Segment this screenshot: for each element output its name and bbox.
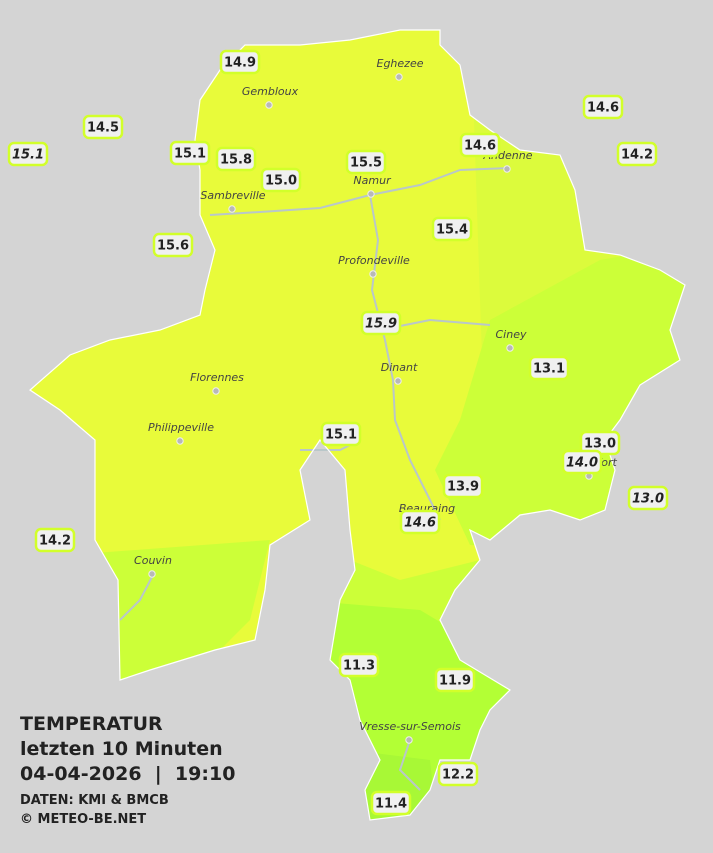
datetime: 04-04-2026 | 19:10	[20, 763, 235, 785]
station-value: 15.5	[350, 156, 382, 171]
station-box	[434, 667, 476, 693]
city-dot	[228, 205, 236, 213]
city-dot	[405, 736, 413, 744]
city-label: Vresse-sur-Semois	[359, 720, 461, 733]
city-dot	[367, 190, 375, 198]
station-value: 15.1	[12, 148, 44, 163]
station-value: 14.9	[224, 56, 256, 71]
station-box	[320, 421, 362, 447]
city-label: Gembloux	[242, 85, 299, 98]
station-box	[7, 141, 49, 167]
station-box	[442, 473, 484, 499]
station-box	[152, 232, 194, 258]
city-label: Eghezee	[377, 57, 424, 70]
station-box	[627, 485, 669, 511]
station-box	[616, 141, 658, 167]
station-box	[528, 355, 570, 381]
station-value: 11.4	[375, 797, 407, 812]
station-value: 15.0	[265, 174, 297, 189]
subtitle: letzten 10 Minuten	[20, 738, 223, 760]
legend: TEMPERATUR letzten 10 Minuten 04-04-2026…	[20, 713, 235, 827]
station-box	[34, 527, 76, 553]
source: DATEN: KMI & BMCB	[20, 793, 169, 808]
station-value: 14.0	[566, 456, 598, 471]
station-value: 14.6	[587, 101, 619, 116]
station-value: 15.9	[365, 317, 397, 332]
station-box	[219, 49, 261, 75]
station-value: 13.9	[447, 480, 479, 495]
station-box	[399, 509, 441, 535]
station-value: 11.9	[439, 674, 471, 689]
station-box	[260, 167, 302, 193]
station-value: 15.1	[174, 147, 206, 162]
station-box	[582, 94, 624, 120]
station-value: 14.6	[464, 139, 496, 154]
station-value: 13.0	[584, 437, 616, 452]
city-label: Ciney	[496, 328, 527, 341]
station-value: 15.1	[325, 428, 357, 443]
city-label: Profondeville	[338, 254, 410, 267]
station-value: 12.2	[442, 768, 474, 783]
station-box	[338, 652, 380, 678]
station-box	[431, 216, 473, 242]
copyright: © METEO-BE.NET	[20, 812, 146, 827]
station-value: 15.4	[436, 223, 468, 238]
title: TEMPERATUR	[20, 713, 163, 735]
station-value: 13.0	[632, 492, 664, 507]
station-box	[360, 310, 402, 336]
city-dot	[212, 387, 220, 395]
station-value: 11.3	[343, 659, 375, 674]
city-dot	[395, 73, 403, 81]
station-box	[169, 140, 211, 166]
city-dot	[176, 437, 184, 445]
station-box	[437, 761, 479, 787]
city-label: Florennes	[190, 371, 244, 384]
station-box	[561, 449, 603, 475]
city-dot	[265, 101, 273, 109]
city-label: Namur	[353, 174, 392, 187]
city-dot	[148, 570, 156, 578]
city-label: Sambreville	[200, 189, 265, 202]
city-dot	[369, 270, 377, 278]
station-value: 13.1	[533, 362, 565, 377]
city-label: Philippeville	[148, 421, 214, 434]
station-box	[82, 114, 124, 140]
station-value: 14.2	[39, 534, 71, 549]
station-box	[345, 149, 387, 175]
city-dot	[394, 377, 402, 385]
city-dot	[506, 344, 514, 352]
station-box	[370, 790, 412, 816]
station-value: 15.8	[220, 153, 252, 168]
station-value: 15.6	[157, 239, 189, 254]
city-label: Couvin	[134, 554, 172, 567]
city-label: Dinant	[381, 361, 418, 374]
station-value: 14.6	[404, 516, 436, 531]
station-box	[215, 146, 257, 172]
station-value: 14.5	[87, 121, 119, 136]
city-dot	[503, 165, 511, 173]
station-value: 14.2	[621, 148, 653, 163]
station-box	[459, 132, 501, 158]
